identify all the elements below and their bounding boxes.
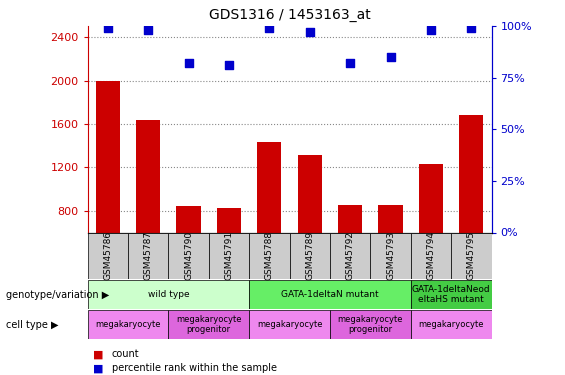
Text: megakaryocyte: megakaryocyte xyxy=(419,320,484,329)
Bar xyxy=(209,232,249,279)
Bar xyxy=(136,120,160,232)
Bar xyxy=(330,310,411,339)
Bar xyxy=(338,205,362,232)
Text: GSM45787: GSM45787 xyxy=(144,231,153,280)
Text: count: count xyxy=(112,350,140,359)
Text: GSM45786: GSM45786 xyxy=(103,231,112,280)
Bar xyxy=(411,280,492,309)
Point xyxy=(386,54,395,60)
Text: cell type ▶: cell type ▶ xyxy=(6,320,58,330)
Bar xyxy=(95,81,120,232)
Text: ■: ■ xyxy=(93,350,104,359)
Bar xyxy=(257,142,281,232)
Point xyxy=(346,60,355,66)
Bar xyxy=(168,232,209,279)
Point xyxy=(103,26,112,32)
Bar xyxy=(249,232,289,279)
Bar xyxy=(451,232,492,279)
Text: wild type: wild type xyxy=(147,290,189,299)
Bar xyxy=(330,232,371,279)
Text: GSM45794: GSM45794 xyxy=(427,231,436,280)
Bar xyxy=(290,232,330,279)
Text: GSM45789: GSM45789 xyxy=(305,231,314,280)
Bar xyxy=(88,280,249,309)
Text: ■: ■ xyxy=(93,363,104,373)
Bar xyxy=(411,310,492,339)
Point xyxy=(224,62,233,68)
Text: GSM45790: GSM45790 xyxy=(184,231,193,280)
Text: megakaryocyte
progenitor: megakaryocyte progenitor xyxy=(338,315,403,334)
Bar xyxy=(459,115,484,232)
Bar xyxy=(379,205,403,232)
Bar xyxy=(128,232,168,279)
Bar xyxy=(168,310,249,339)
Text: genotype/variation ▶: genotype/variation ▶ xyxy=(6,290,109,300)
Bar xyxy=(217,207,241,232)
Text: GSM45793: GSM45793 xyxy=(386,231,395,280)
Bar xyxy=(419,164,443,232)
Text: percentile rank within the sample: percentile rank within the sample xyxy=(112,363,277,373)
Bar xyxy=(371,232,411,279)
Text: GATA-1deltaN mutant: GATA-1deltaN mutant xyxy=(281,290,379,299)
Point xyxy=(305,30,314,36)
Text: megakaryocyte: megakaryocyte xyxy=(257,320,322,329)
Text: GSM45792: GSM45792 xyxy=(346,231,355,280)
Bar xyxy=(298,155,322,232)
Point xyxy=(184,60,193,66)
Text: GSM45791: GSM45791 xyxy=(224,231,233,280)
Title: GDS1316 / 1453163_at: GDS1316 / 1453163_at xyxy=(208,9,371,22)
Bar xyxy=(249,280,411,309)
Text: megakaryocyte
progenitor: megakaryocyte progenitor xyxy=(176,315,241,334)
Point xyxy=(467,26,476,32)
Bar xyxy=(88,232,128,279)
Text: GSM45795: GSM45795 xyxy=(467,231,476,280)
Text: GSM45788: GSM45788 xyxy=(265,231,274,280)
Point xyxy=(265,26,274,32)
Bar xyxy=(176,207,201,232)
Bar xyxy=(411,232,451,279)
Bar xyxy=(88,310,168,339)
Point xyxy=(144,27,153,33)
Bar xyxy=(249,310,330,339)
Point xyxy=(427,27,436,33)
Text: megakaryocyte: megakaryocyte xyxy=(95,320,160,329)
Text: GATA-1deltaNeod
eltaHS mutant: GATA-1deltaNeod eltaHS mutant xyxy=(412,285,490,304)
